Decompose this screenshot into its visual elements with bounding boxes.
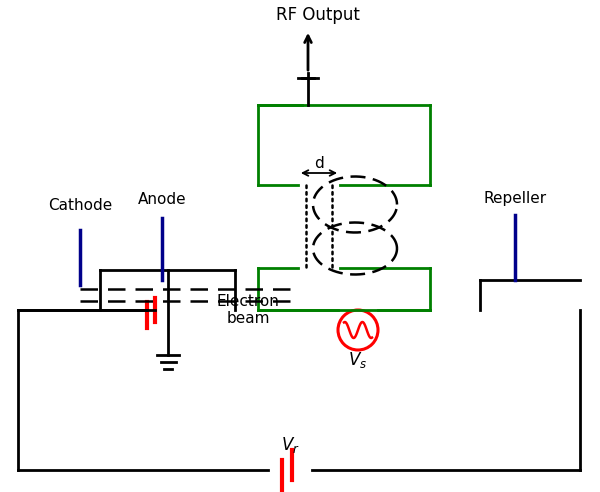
Text: Cathode: Cathode [48,197,112,213]
Text: d: d [314,155,324,171]
Text: Repeller: Repeller [484,190,547,206]
Text: Electron
beam: Electron beam [217,294,280,326]
Text: Anode: Anode [137,192,187,208]
Text: $V_r$: $V_r$ [281,435,299,455]
Text: $V_s$: $V_s$ [349,350,368,370]
Text: RF Output: RF Output [276,6,360,24]
